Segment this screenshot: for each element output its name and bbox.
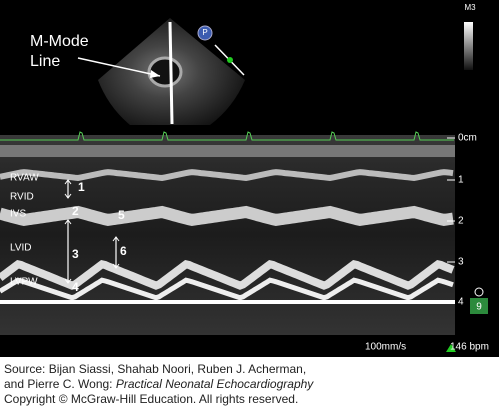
structure-label: LVPW: [10, 277, 38, 288]
measurement-label: 5: [118, 208, 125, 222]
structure-label: RVAW: [10, 173, 39, 184]
sweep-speed: 100mm/s: [365, 342, 406, 353]
pericardium: [0, 300, 455, 304]
depth-label: 1: [458, 175, 464, 186]
annotation: M-Mode: [30, 33, 89, 50]
caliper-head: [112, 236, 120, 269]
caption-line: Source: Bijan Siassi, Shahab Noori, Rube…: [4, 362, 307, 376]
tissue-band: [0, 259, 455, 290]
measurement-label: 4: [72, 280, 79, 294]
ventricle: [147, 56, 183, 88]
depth-label: 0cm: [458, 133, 477, 144]
focus-label: 9: [476, 302, 482, 313]
depth-label: 4: [458, 297, 464, 308]
depth-label: 3: [458, 257, 464, 268]
structure-label: LVID: [10, 243, 32, 254]
probe-label: P: [202, 28, 207, 37]
icon: [474, 287, 484, 297]
measurement-label: 1: [78, 180, 85, 194]
caliper-head: [64, 219, 72, 284]
caption-line: Copyright © McGraw-Hill Education. All r…: [4, 392, 299, 406]
caliper-head: [64, 179, 72, 199]
probe-marker: [197, 25, 213, 41]
tissue-bands: [0, 131, 455, 304]
chest-wall: [0, 145, 455, 157]
tissue-band: [0, 277, 454, 301]
heart-rate: 146 bpm: [450, 342, 489, 353]
tissue-band: [0, 169, 454, 182]
structure-label: RVID: [10, 192, 34, 203]
tissue-band: [0, 205, 454, 226]
structure-label: IVS: [10, 209, 26, 220]
measurement-label: 3: [72, 247, 79, 261]
m-mode-line: [168, 21, 174, 125]
annotation: Line: [30, 53, 60, 70]
caption-line: and Pierre C. Wong: Practical Neonatal E…: [4, 377, 313, 391]
book-title: Practical Neonatal Echocardiography: [115, 377, 314, 391]
measurement-label: 2: [72, 204, 79, 218]
focus-box: [470, 298, 488, 314]
caption-text: and Pierre C. Wong:: [4, 377, 116, 391]
arrowhead: [150, 70, 160, 78]
depth-label: 2: [458, 216, 464, 227]
measurement-label: 6: [120, 244, 127, 258]
corner-label: M3: [464, 3, 476, 12]
ecg-trace: [0, 131, 454, 141]
arrow: [77, 57, 161, 77]
echo-image: P M-Mode Line M3 0cm 1 2 3 4 RVAW RVID IVS LVID L…: [0, 0, 499, 357]
gray-scale: [464, 22, 473, 70]
marker: [446, 344, 456, 352]
focus-dot: [227, 57, 233, 63]
